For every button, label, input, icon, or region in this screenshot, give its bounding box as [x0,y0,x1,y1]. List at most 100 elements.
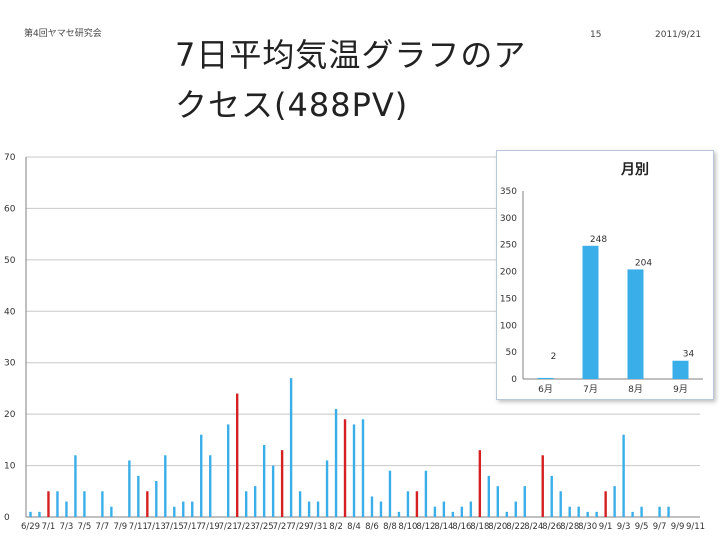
x-tick-label: 8/16 [452,522,471,532]
bar-9/5 [640,506,643,517]
y-tick-label: 30 [4,359,16,369]
bar-7/27 [280,450,284,517]
y-tick-label: 70 [4,153,16,163]
inset-y-tick-label: 150 [500,294,517,304]
x-tick-label: 8/6 [365,522,379,532]
inset-x-tick-label: 7月 [583,384,598,395]
bar-7/28 [289,378,293,517]
monthly-chart-canvas: 0 50 100 150 200 250 300 350 2 6月 248 7月 204 8月 34 9月 [500,187,703,395]
x-tick-label: 7/9 [114,522,128,532]
bar-8/16 [460,506,464,517]
bar-8/26 [550,475,553,517]
inset-data-label: 2 [551,352,557,362]
inset-y-tick-label: 100 [500,321,517,331]
bar-8/14 [442,501,446,517]
bar-8/18 [478,450,482,517]
x-tick-label: 7/13 [147,522,166,532]
bar-8/1 [325,460,329,517]
x-tick-label: 7/7 [96,522,110,532]
x-tick-label: 8/20 [488,522,507,532]
x-tick-label: 8/12 [416,522,435,532]
y-tick-label: 50 [4,256,16,266]
bar-7/23 [244,491,248,517]
bar-8/28 [568,506,571,517]
inset-x-tick-label: 9月 [673,384,688,395]
bar-8/19 [487,475,491,517]
bar-7/17 [191,501,194,517]
bar-7/25 [262,445,266,517]
bar-6/29 [29,511,32,517]
bar-7/29 [298,491,302,517]
x-tick-label: 7/3 [60,522,74,532]
bar-8/8 [388,470,392,517]
x-tick-label: 7/11 [129,522,148,532]
bar-9/4 [631,511,634,517]
inset-y-tick-label: 200 [500,268,517,278]
bar-8/13 [433,506,437,517]
bar-7/19 [209,455,212,517]
inset-bar-6月 [537,377,554,379]
bar-7/18 [200,434,203,517]
bar-7/26 [271,465,275,517]
x-tick-label: 8/26 [542,522,561,532]
x-tick-label: 7/29 [291,522,310,532]
bar-7/30 [307,501,311,517]
x-tick-label: 7/1 [42,522,56,532]
inset-data-label: 204 [635,258,652,268]
inset-y-tick-label: 50 [506,348,518,358]
bar-8/20 [496,486,499,517]
y-tick-label: 60 [4,204,16,214]
x-tick-label: 8/30 [578,522,597,532]
inset-bar-8月 [627,269,644,379]
x-tick-label: 7/5 [78,522,92,532]
bar-9/8 [667,506,670,517]
bar-8/29 [577,506,580,517]
y-tick-label: 20 [4,410,16,420]
x-tick-label: 9/7 [653,522,667,532]
x-tick-label: 9/9 [671,522,685,532]
bar-8/30 [586,511,589,517]
bar-9/1 [604,491,607,517]
bar-8/6 [370,496,374,517]
inset-y-tick-label: 0 [511,375,517,385]
bar-8/25 [541,455,544,517]
bar-7/7 [101,491,104,517]
inset-y-tick-label: 350 [500,187,517,197]
bar-7/15 [173,506,176,517]
inset-y-tick-label: 250 [500,241,517,251]
bar-7/10 [128,460,131,517]
bar-7/1 [47,491,50,517]
x-tick-label: 9/11 [686,522,705,532]
bar-8/2 [334,409,338,517]
x-tick-label: 7/19 [201,522,220,532]
x-tick-label: 7/25 [255,522,274,532]
bar-8/7 [379,501,383,517]
bar-7/12 [146,491,149,517]
bar-8/27 [559,491,562,517]
x-tick-label: 8/8 [383,522,397,532]
x-tick-label: 8/22 [506,522,525,532]
slide-title: 7日平均気温グラフのアクセス(488PV) [175,36,527,124]
x-tick-label: 7/15 [165,522,184,532]
x-tick-label: 7/31 [309,522,328,532]
x-tick-label: 8/24 [524,522,543,532]
bar-7/3 [65,501,68,517]
inset-data-label: 248 [590,235,607,245]
monthly-inset-chart: 0 50 100 150 200 250 300 350 2 6月 248 7月 204 8月 34 9月 月… [496,150,714,400]
bar-7/22 [235,393,239,517]
y-tick-label: 10 [4,462,16,472]
bar-8/4 [352,424,356,517]
x-tick-label: 6/29 [21,522,40,532]
bar-8/3 [343,419,347,517]
bar-8/17 [469,501,473,517]
bar-8/12 [424,470,428,517]
bar-7/2 [56,491,59,517]
bar-8/31 [595,511,598,517]
inset-y-tick-label: 300 [500,214,517,224]
x-tick-label: 8/28 [560,522,579,532]
bar-7/16 [182,501,185,517]
x-tick-label: 8/10 [398,522,417,532]
bar-9/2 [613,486,616,517]
bar-7/5 [83,491,86,517]
